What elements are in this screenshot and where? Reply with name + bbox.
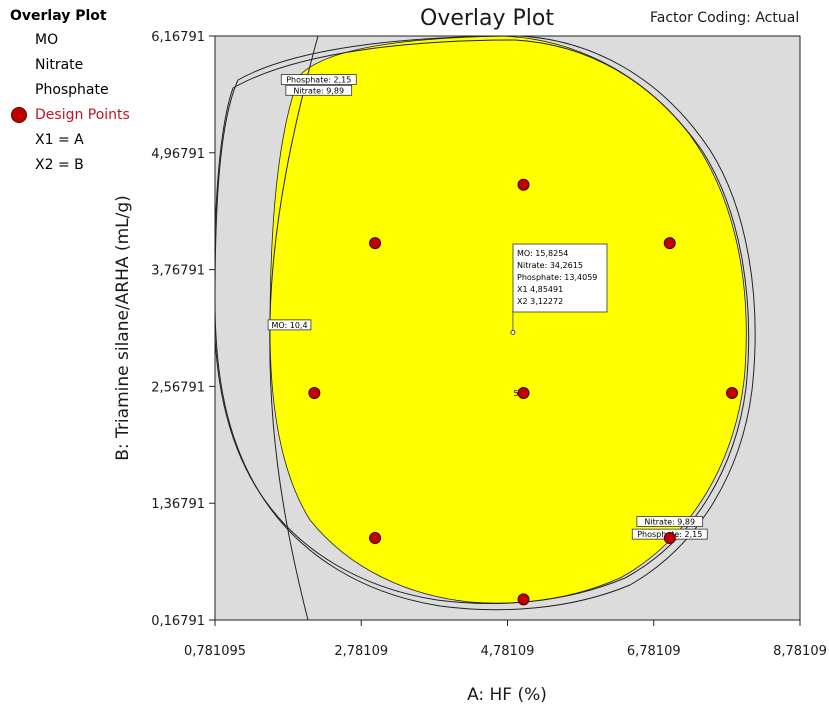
flag-line: Nitrate: 34,2615 xyxy=(517,261,583,270)
y-axis-ticks: 0,16791 1,36791 2,56791 3,76791 4,96791 6,167… xyxy=(151,30,215,629)
x-tick-label: 6,78109 xyxy=(627,644,681,659)
contour-label: Phosphate: 2,15 xyxy=(280,74,357,85)
flag-tooltip[interactable]: MO: 15,8254 Nitrate: 34,2615 Phosphate: 13… xyxy=(510,243,608,335)
y-tick-label: 2,56791 xyxy=(151,380,205,395)
legend-item-x1: X1 = A xyxy=(35,132,84,148)
contour-label-box xyxy=(285,84,353,96)
contour-label: Nitrate: 9,89 xyxy=(285,84,353,96)
y-tick-label: 0,16791 xyxy=(151,614,205,629)
y-tick-label: 1,36791 xyxy=(151,497,205,512)
design-point-label: 5 xyxy=(514,389,519,398)
contour-label: MO: 10,4 xyxy=(267,319,312,331)
design-point xyxy=(517,387,530,400)
x-tick-label: 0,781095 xyxy=(184,644,246,659)
legend-design-points-label: Design Points xyxy=(35,107,130,123)
contour-label-text: Nitrate: 9,89 xyxy=(644,517,695,526)
design-points: 5 xyxy=(308,178,738,606)
legend-item-design-points[interactable]: Design Points xyxy=(10,105,190,130)
x-tick-label: 2,78109 xyxy=(334,644,388,659)
design-point xyxy=(517,178,530,191)
y-tick-label: 6,16791 xyxy=(151,30,205,45)
y-axis-title: B: Triamine silane/ARHA (mL/g) xyxy=(113,195,133,460)
contour-label-text: MO: 10,4 xyxy=(271,321,307,330)
contour-label-box xyxy=(280,74,357,85)
contour-label-box xyxy=(636,516,704,527)
flag-box xyxy=(512,243,608,313)
factor-coding-label: Factor Coding: Actual xyxy=(650,10,800,26)
design-point xyxy=(663,237,676,250)
flag-line: MO: 15,8254 xyxy=(517,249,568,258)
flag-line: X1 4,85491 xyxy=(517,285,563,294)
contour-label: Nitrate: 9,89 xyxy=(636,516,704,527)
contour-phosphate xyxy=(215,39,750,605)
legend: Overlay Plot MO Nitrate Phosphate Design… xyxy=(10,8,190,180)
flag-line: X2 3,12272 xyxy=(517,297,563,306)
contour-nitrate xyxy=(215,36,756,611)
legend-item-phosphate[interactable]: Phosphate xyxy=(35,82,109,98)
feasible-region xyxy=(269,36,747,604)
y-tick-label: 4,96791 xyxy=(151,147,205,162)
flag-anchor xyxy=(510,329,516,335)
legend-item-mo[interactable]: MO xyxy=(35,32,59,48)
design-point xyxy=(663,532,676,545)
legend-title: Overlay Plot xyxy=(10,8,107,24)
contour-label-text: Phosphate: 2,15 xyxy=(286,76,351,85)
legend-item-x2: X2 = B xyxy=(35,157,84,173)
plot-title: Overlay Plot xyxy=(420,6,554,31)
contour-label-text: Nitrate: 9,89 xyxy=(293,86,344,95)
x-axis-title: A: HF (%) xyxy=(467,685,547,705)
x-tick-label: 8,78109 xyxy=(773,644,827,659)
x-axis-ticks: 0,781095 2,78109 4,78109 6,78109 8,78109 xyxy=(184,620,827,659)
flag-line: Phosphate: 13,4059 xyxy=(517,273,597,282)
design-point xyxy=(308,387,321,400)
design-point xyxy=(369,237,382,250)
design-point-marker-icon xyxy=(11,107,27,123)
design-point xyxy=(726,387,738,400)
legend-item-nitrate[interactable]: Nitrate xyxy=(35,57,84,73)
design-point xyxy=(517,593,530,606)
design-point xyxy=(369,532,382,545)
contour-label-box xyxy=(267,319,312,331)
y-tick-label: 3,76791 xyxy=(151,264,205,279)
x-tick-label: 4,78109 xyxy=(481,644,535,659)
